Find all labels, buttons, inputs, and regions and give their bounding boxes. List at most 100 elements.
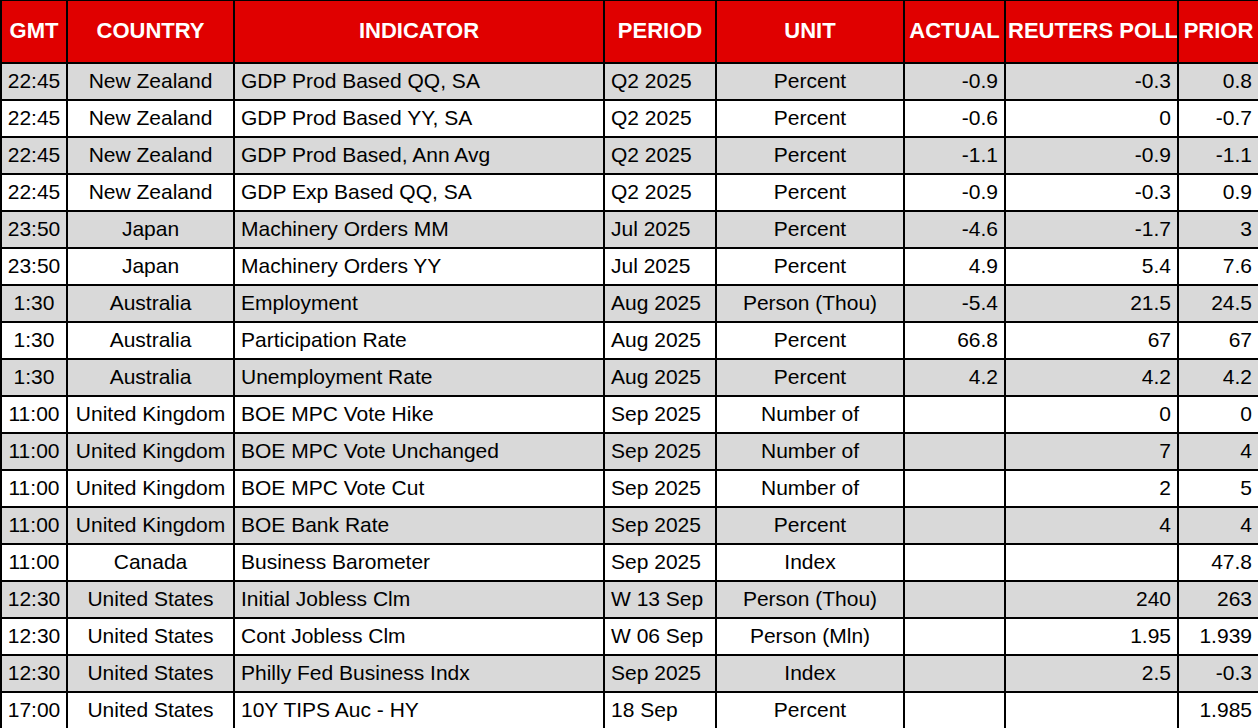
table-row: 12:30United StatesCont Jobless ClmW 06 S… [1,618,1258,655]
cell-unit: Percent [716,100,904,137]
cell-country: United Kingdom [67,507,234,544]
cell-indicator: BOE Bank Rate [234,507,604,544]
cell-gmt: 11:00 [1,507,67,544]
cell-prior: 1.985 [1178,692,1258,728]
cell-actual: -4.6 [904,211,1005,248]
cell-period: Sep 2025 [604,507,716,544]
table-row: 1:30AustraliaEmploymentAug 2025Person (T… [1,285,1258,322]
table-row: 22:45New ZealandGDP Exp Based QQ, SAQ2 2… [1,174,1258,211]
cell-country: Japan [67,248,234,285]
cell-country: United Kingdom [67,433,234,470]
cell-actual: -5.4 [904,285,1005,322]
cell-unit: Percent [716,507,904,544]
cell-indicator: GDP Prod Based QQ, SA [234,63,604,100]
cell-reuters-poll: 21.5 [1005,285,1178,322]
column-header-indicator: INDICATOR [234,1,604,63]
cell-gmt: 23:50 [1,248,67,285]
cell-country: Australia [67,359,234,396]
cell-gmt: 23:50 [1,211,67,248]
cell-actual [904,618,1005,655]
cell-gmt: 12:30 [1,655,67,692]
cell-country: Canada [67,544,234,581]
cell-prior: -1.1 [1178,137,1258,174]
column-header-prior: PRIOR [1178,1,1258,63]
cell-prior: 5 [1178,470,1258,507]
cell-unit: Person (Mln) [716,618,904,655]
cell-unit: Person (Thou) [716,285,904,322]
cell-period: 18 Sep [604,692,716,728]
cell-prior: 7.6 [1178,248,1258,285]
cell-indicator: BOE MPC Vote Hike [234,396,604,433]
cell-reuters-poll: 7 [1005,433,1178,470]
cell-reuters-poll: -0.3 [1005,63,1178,100]
cell-indicator: GDP Prod Based, Ann Avg [234,137,604,174]
cell-period: Jul 2025 [604,248,716,285]
cell-reuters-poll: 2 [1005,470,1178,507]
table-row: 11:00United KingdomBOE MPC Vote Unchange… [1,433,1258,470]
cell-reuters-poll: 0 [1005,100,1178,137]
cell-actual [904,581,1005,618]
column-header-unit: UNIT [716,1,904,63]
cell-prior: 4 [1178,433,1258,470]
cell-reuters-poll: 2.5 [1005,655,1178,692]
cell-actual [904,396,1005,433]
cell-unit: Index [716,544,904,581]
table-row: 17:00United States10Y TIPS Auc - HY18 Se… [1,692,1258,728]
cell-actual: -0.6 [904,100,1005,137]
cell-reuters-poll: 67 [1005,322,1178,359]
table-row: 12:30United StatesInitial Jobless ClmW 1… [1,581,1258,618]
cell-gmt: 22:45 [1,100,67,137]
cell-unit: Percent [716,174,904,211]
cell-indicator: BOE MPC Vote Cut [234,470,604,507]
cell-prior: 4 [1178,507,1258,544]
cell-country: United States [67,655,234,692]
table-row: 23:50JapanMachinery Orders YYJul 2025Per… [1,248,1258,285]
cell-indicator: Unemployment Rate [234,359,604,396]
cell-prior: 0.8 [1178,63,1258,100]
cell-actual [904,655,1005,692]
cell-unit: Percent [716,359,904,396]
economic-calendar-table: GMT COUNTRY INDICATOR PERIOD UNIT ACTUAL… [0,0,1258,728]
cell-period: W 06 Sep [604,618,716,655]
cell-prior: 4.2 [1178,359,1258,396]
cell-gmt: 1:30 [1,322,67,359]
cell-period: Q2 2025 [604,100,716,137]
cell-prior: -0.3 [1178,655,1258,692]
cell-indicator: GDP Prod Based YY, SA [234,100,604,137]
cell-period: Sep 2025 [604,470,716,507]
cell-country: New Zealand [67,174,234,211]
cell-period: Sep 2025 [604,433,716,470]
cell-gmt: 12:30 [1,618,67,655]
cell-unit: Percent [716,248,904,285]
cell-prior: 47.8 [1178,544,1258,581]
cell-period: Q2 2025 [604,63,716,100]
cell-actual [904,544,1005,581]
cell-period: Jul 2025 [604,211,716,248]
cell-reuters-poll: 1.95 [1005,618,1178,655]
cell-gmt: 1:30 [1,285,67,322]
cell-unit: Number of [716,433,904,470]
table-body: 22:45New ZealandGDP Prod Based QQ, SAQ2 … [1,63,1258,728]
table-row: 12:30United StatesPhilly Fed Business In… [1,655,1258,692]
header-row: GMT COUNTRY INDICATOR PERIOD UNIT ACTUAL… [1,1,1258,63]
cell-actual [904,470,1005,507]
cell-unit: Percent [716,63,904,100]
cell-prior: 3 [1178,211,1258,248]
cell-unit: Percent [716,137,904,174]
cell-country: Australia [67,285,234,322]
cell-reuters-poll [1005,544,1178,581]
cell-country: New Zealand [67,63,234,100]
table-row: 11:00United KingdomBOE MPC Vote HikeSep … [1,396,1258,433]
cell-period: Q2 2025 [604,174,716,211]
cell-prior: 0 [1178,396,1258,433]
cell-gmt: 22:45 [1,63,67,100]
cell-actual: 66.8 [904,322,1005,359]
cell-unit: Index [716,655,904,692]
column-header-gmt: GMT [1,1,67,63]
cell-actual: -1.1 [904,137,1005,174]
cell-gmt: 22:45 [1,174,67,211]
cell-period: Aug 2025 [604,359,716,396]
cell-prior: 0.9 [1178,174,1258,211]
cell-reuters-poll: -1.7 [1005,211,1178,248]
cell-unit: Percent [716,211,904,248]
